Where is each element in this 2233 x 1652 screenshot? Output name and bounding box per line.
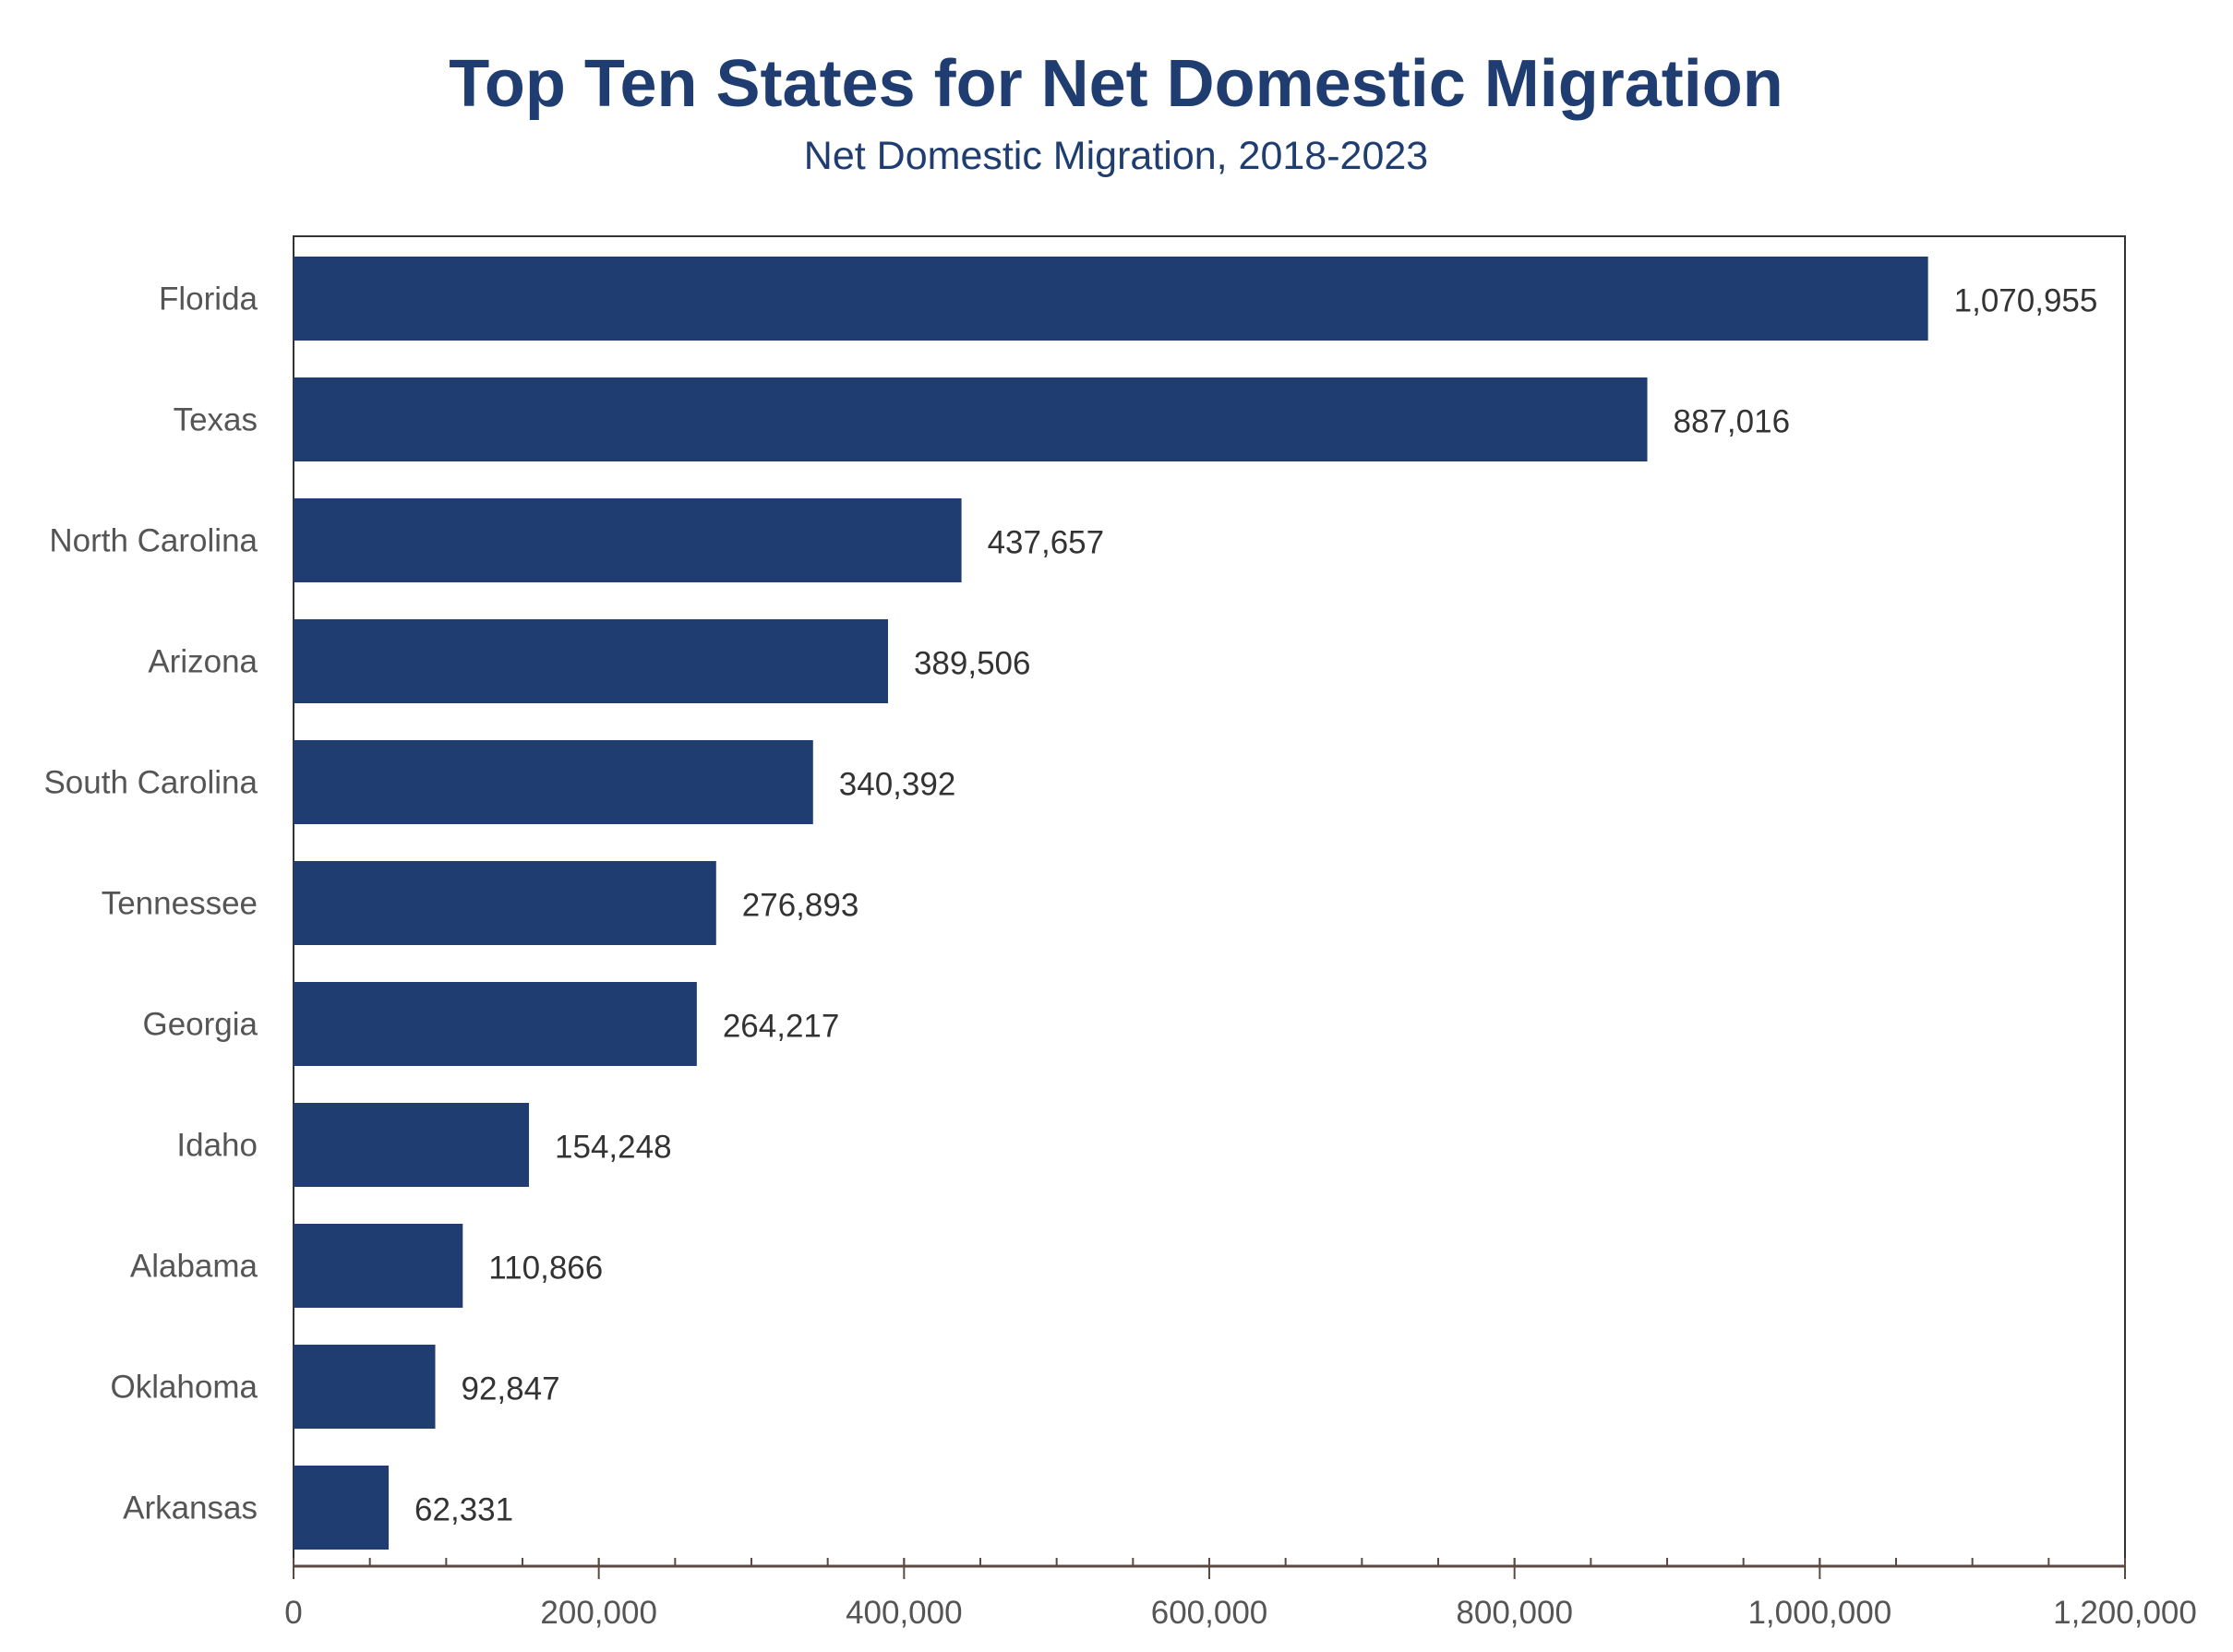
value-label-arizona: 389,506 xyxy=(914,646,1031,682)
category-label-alabama: Alabama xyxy=(130,1249,258,1285)
value-label-alabama: 110,866 xyxy=(488,1251,603,1287)
x-tick-label-1-200-000: 1,200,000 xyxy=(2053,1595,2197,1631)
bar-oklahoma xyxy=(294,1345,436,1429)
bar-florida xyxy=(294,257,1928,341)
bar-texas xyxy=(294,377,1648,461)
bar-south-carolina xyxy=(294,740,813,824)
bars-group xyxy=(294,257,1928,1550)
category-label-arkansas: Arkansas xyxy=(123,1490,258,1526)
category-label-oklahoma: Oklahoma xyxy=(110,1370,258,1406)
x-tick-label-0: 0 xyxy=(284,1595,302,1631)
value-label-south-carolina: 340,392 xyxy=(839,767,956,803)
bar-arizona xyxy=(294,619,888,703)
value-label-texas: 887,016 xyxy=(1674,404,1791,440)
category-label-georgia: Georgia xyxy=(142,1007,258,1043)
category-label-arizona: Arizona xyxy=(148,644,258,680)
category-label-south-carolina: South Carolina xyxy=(43,765,258,801)
bar-north-carolina xyxy=(294,498,962,582)
x-tick-label-400-000: 400,000 xyxy=(846,1595,963,1631)
value-label-tennessee: 276,893 xyxy=(742,888,859,924)
value-label-florida: 1,070,955 xyxy=(1954,283,2098,319)
x-tick-label-600-000: 600,000 xyxy=(1151,1595,1268,1631)
value-labels: 1,070,955 887,016 437,657 389,506 340,392 276… xyxy=(414,283,2097,1528)
value-label-georgia: 264,217 xyxy=(723,1009,840,1045)
chart-title: Top Ten States for Net Domestic Migratio… xyxy=(449,47,1783,121)
x-tick-label-1-000-000: 1,000,000 xyxy=(1747,1595,1891,1631)
category-label-texas: Texas xyxy=(174,402,258,438)
bar-tennessee xyxy=(294,861,716,945)
bar-arkansas xyxy=(294,1466,390,1550)
value-label-idaho: 154,248 xyxy=(555,1130,672,1166)
bar-georgia xyxy=(294,982,697,1066)
chart-subtitle: Net Domestic Migration, 2018-2023 xyxy=(804,134,1428,178)
x-axis: 0 200,000 400,000 600,000 800,000 1,000,000 1,… xyxy=(284,1558,2197,1631)
category-label-florida: Florida xyxy=(159,281,258,317)
value-label-oklahoma: 92,847 xyxy=(462,1371,560,1407)
value-label-north-carolina: 437,657 xyxy=(988,525,1105,561)
x-tick-label-200-000: 200,000 xyxy=(540,1595,657,1631)
value-label-arkansas: 62,331 xyxy=(414,1492,513,1528)
bar-alabama xyxy=(294,1224,463,1308)
category-labels: Florida Texas North Carolina Arizona South C… xyxy=(43,281,258,1526)
x-tick-label-800-000: 800,000 xyxy=(1456,1595,1573,1631)
category-label-idaho: Idaho xyxy=(176,1128,258,1164)
category-label-north-carolina: North Carolina xyxy=(49,523,258,559)
category-label-tennessee: Tennessee xyxy=(102,886,258,922)
bar-idaho xyxy=(294,1103,530,1187)
